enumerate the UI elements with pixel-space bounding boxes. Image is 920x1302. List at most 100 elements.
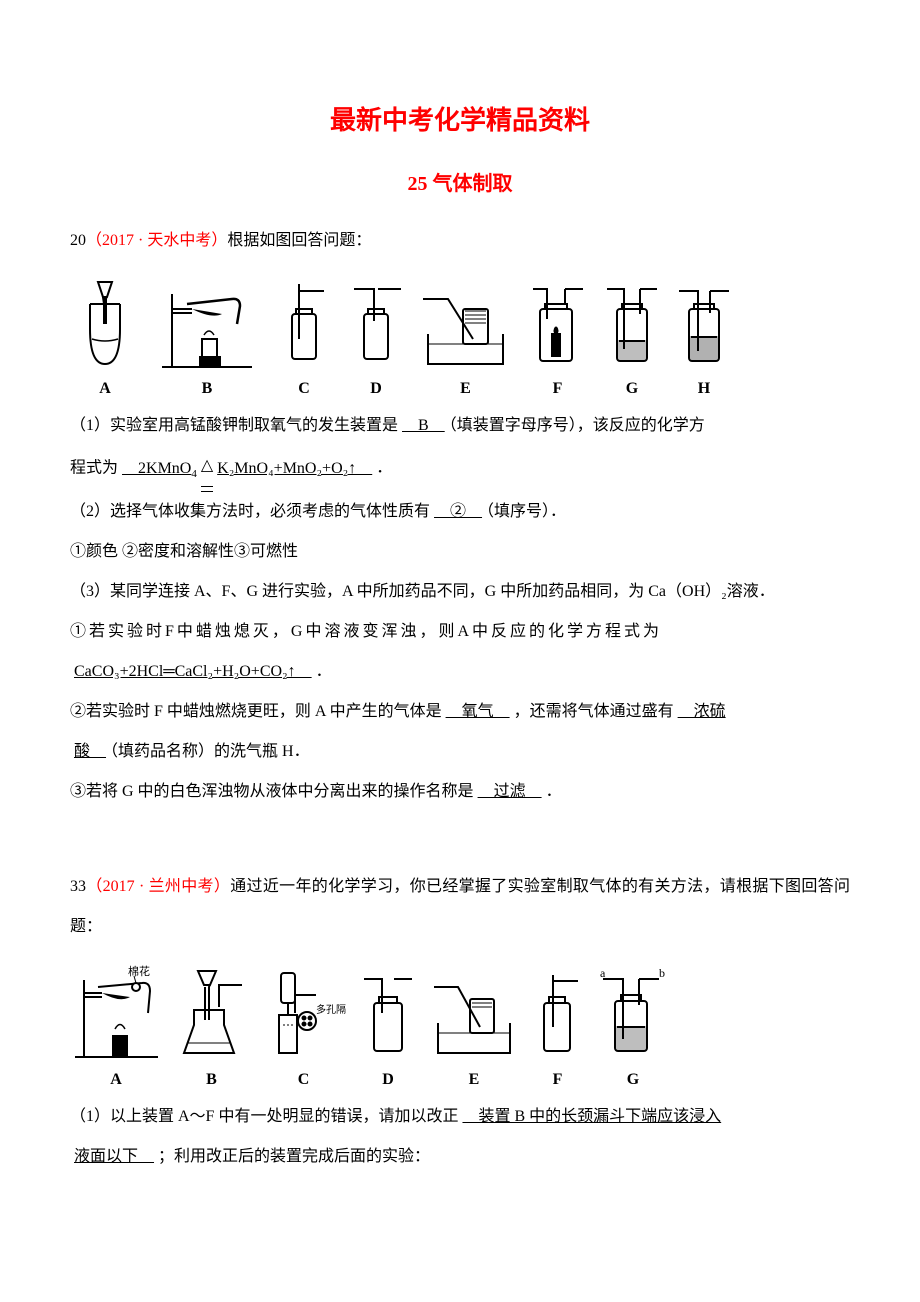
- q1-p3-1b: CaCO₃+2HCl═CaCl₂+H₂O+CO₂↑ ．: [70, 652, 850, 692]
- q2-label-e: E: [469, 1071, 480, 1089]
- text: （填序号）．: [486, 503, 566, 520]
- label-h: H: [698, 380, 710, 398]
- q2-p1b: 液面以下 ；利用改正后的装置完成后面的实验：: [70, 1137, 850, 1177]
- apparatus-e: E: [418, 279, 513, 398]
- q1-stem: 20（2017 · 天水中考）根据如图回答问题：: [70, 221, 850, 261]
- q1-p2-opts: ①颜色 ②密度和溶解性③可燃性: [70, 532, 850, 572]
- syringe-tube-icon: 多孔隔板: [261, 965, 346, 1065]
- port-a-label: a: [600, 966, 606, 980]
- apparatus-f: F: [525, 279, 590, 398]
- q2-trough-icon: [430, 965, 518, 1065]
- apparatus-b: B: [152, 279, 262, 398]
- text: （填装置字母序号），该反应的化学方: [449, 417, 705, 434]
- q1-p3-2c: 酸 （填药品名称）的洗气瓶 H．: [70, 732, 850, 772]
- bottle-up-icon: [274, 279, 334, 374]
- apparatus-c: C: [274, 279, 334, 398]
- text: （1）实验室用高锰酸钾制取氧气的发生装置是: [70, 417, 398, 434]
- cotton-label: 棉花: [128, 965, 150, 978]
- q2-label-a: A: [110, 1071, 122, 1089]
- reaction-arrow: △: [201, 446, 213, 492]
- text: （填药品名称）的洗气瓶 H．: [110, 743, 310, 760]
- text: （1）以上装置 A～F 中有一处明显的错误，请加以改正: [70, 1108, 458, 1125]
- text: ．: [546, 783, 562, 800]
- text: ②若实验时 F 中蜡烛燃烧更旺，则 A 中产生的气体是: [70, 703, 442, 720]
- flask-long-funnel-icon: [174, 965, 249, 1065]
- q2-stem: 33（2017 · 兰州中考）通过近一年的化学学习，你已经掌握了实验室制取气体的…: [70, 867, 850, 947]
- q2-num: 33: [70, 878, 86, 895]
- q2-label-d: D: [382, 1071, 394, 1089]
- q2-app-d: D: [358, 965, 418, 1089]
- blank-correction2: 液面以下: [70, 1148, 158, 1165]
- blank-filter: 过滤: [474, 783, 546, 800]
- text: ．: [376, 460, 392, 477]
- label-f: F: [553, 380, 563, 398]
- q2-app-a: 棉花 A: [70, 965, 162, 1089]
- q2-source: （2017 · 兰州中考）: [86, 878, 230, 895]
- q1-p3-2: ②若实验时 F 中蜡烛燃烧更旺，则 A 中产生的气体是 氧气 ，还需将气体通过盛…: [70, 692, 850, 732]
- subscript: 4: [191, 468, 197, 480]
- q1-p1-eq: 程式为 2KMnO4△K₂MnO₄+MnO₂+O₂↑ ．: [70, 446, 850, 492]
- label-c: C: [298, 380, 310, 398]
- wash-bottle-icon: [674, 279, 734, 374]
- q2-p1: （1）以上装置 A～F 中有一处明显的错误，请加以改正 装置 B 中的长颈漏斗下…: [70, 1097, 850, 1137]
- plate-label: 多孔隔板: [316, 1003, 346, 1016]
- q2-bottle-g-icon: a b: [597, 965, 669, 1065]
- flask-funnel-icon: [70, 279, 140, 374]
- liquid-bottle-icon: [602, 279, 662, 374]
- label-b: B: [202, 380, 213, 398]
- heating-stand-icon: [152, 279, 262, 374]
- candle-bottle-icon: [525, 279, 590, 374]
- text: （2）选择气体收集方法时，必须考虑的气体性质有: [70, 503, 430, 520]
- port-b-label: b: [659, 966, 665, 980]
- subtitle: 25 气体制取: [70, 167, 850, 196]
- main-title: 最新中考化学精品资料: [70, 100, 850, 137]
- apparatus-g: G: [602, 279, 662, 398]
- blank-answer-b: B: [398, 417, 449, 434]
- q1-p3-1a: ①若实验时F中蜡烛熄灭，G中溶液变浑浊，则A中反应的化学方程式为: [70, 612, 850, 652]
- q1-p1: （1）实验室用高锰酸钾制取氧气的发生装置是 B （填装置字母序号），该反应的化学…: [70, 406, 850, 446]
- q2-label-g: G: [627, 1071, 639, 1089]
- apparatus-h: H: [674, 279, 734, 398]
- text: ，还需将气体通过盛有: [514, 703, 674, 720]
- water-trough-icon: [418, 279, 513, 374]
- blank-eq1: 2KMnO4: [118, 460, 201, 477]
- q1-stem-text: 根据如图回答问题：: [227, 232, 371, 249]
- apparatus-d: D: [346, 279, 406, 398]
- q2-app-e: E: [430, 965, 518, 1089]
- q2-app-b: B: [174, 965, 249, 1089]
- q2-diagram-row: 棉花 A B: [70, 965, 850, 1089]
- q2-label-f: F: [553, 1071, 563, 1089]
- q1-diagram-row: A B C: [70, 279, 850, 398]
- blank-correction1: 装置 B 中的长颈漏斗下端应该浸入: [458, 1108, 725, 1125]
- blank-acid2: 酸: [70, 743, 110, 760]
- heating-tube-cotton-icon: 棉花: [70, 965, 162, 1065]
- q1-p3: （3）某同学连接 A、F、G 进行实验，A 中所加药品不同，G 中所加药品相同，…: [70, 572, 850, 612]
- label-e: E: [460, 380, 471, 398]
- label-g: G: [626, 380, 638, 398]
- blank-answer-2: ②: [430, 503, 486, 520]
- q2-app-c: 多孔隔板 C: [261, 965, 346, 1089]
- apparatus-a: A: [70, 279, 140, 398]
- text: 程式为: [70, 460, 118, 477]
- eq-right: K₂MnO₄+MnO₂+O₂↑: [213, 460, 376, 477]
- q2-app-f: F: [530, 965, 585, 1089]
- eq-left: 2KMnO: [122, 460, 191, 477]
- delta-symbol: △: [201, 446, 213, 487]
- text: ．: [316, 663, 332, 680]
- q2-bottle-f-icon: [530, 965, 585, 1065]
- blank-oxygen: 氧气: [442, 703, 514, 720]
- bottle-down-icon: [346, 279, 406, 374]
- q1-source: （2017 · 天水中考）: [86, 232, 227, 249]
- q1-num: 20: [70, 232, 86, 249]
- q2-app-g: a b G: [597, 965, 669, 1089]
- label-a: A: [99, 380, 111, 398]
- q2-label-c: C: [298, 1071, 310, 1089]
- q2-label-b: B: [206, 1071, 217, 1089]
- blank-eq2: CaCO₃+2HCl═CaCl₂+H₂O+CO₂↑: [70, 663, 316, 680]
- q1-p3-3: ③若将 G 中的白色浑浊物从液体中分离出来的操作名称是 过滤 ．: [70, 772, 850, 812]
- text: ③若将 G 中的白色浑浊物从液体中分离出来的操作名称是: [70, 783, 474, 800]
- blank-acid1: 浓硫: [674, 703, 730, 720]
- label-d: D: [370, 380, 382, 398]
- q2-bottle-d-icon: [358, 965, 418, 1065]
- q1-p2: （2）选择气体收集方法时，必须考虑的气体性质有 ② （填序号）．: [70, 492, 850, 532]
